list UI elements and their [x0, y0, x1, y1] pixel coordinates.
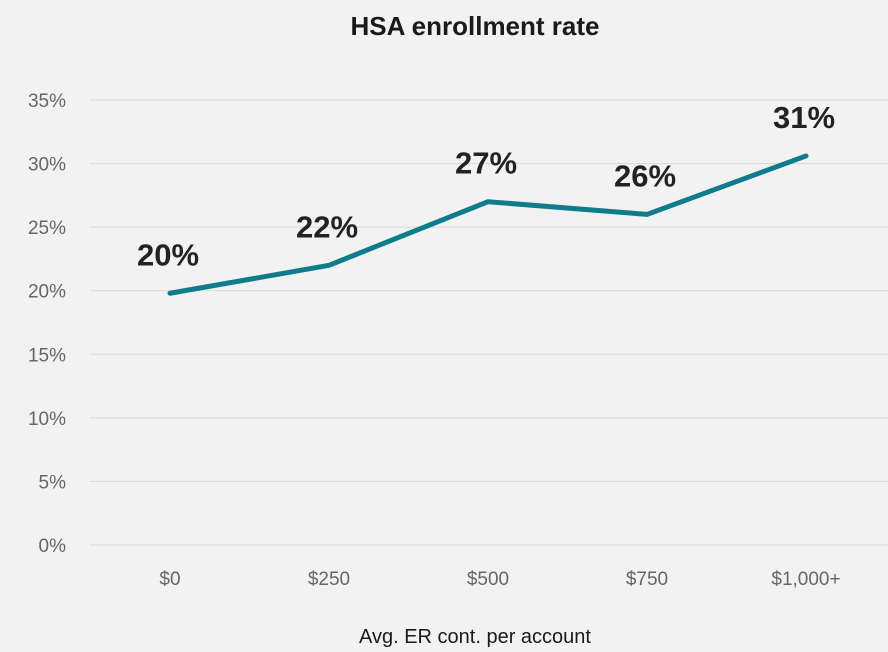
data-label: 20%: [137, 237, 199, 272]
x-tick-label: $0: [159, 569, 180, 590]
x-axis-ticks: $0 $250 $500 $750 $1,000+: [159, 569, 840, 590]
series-line: [167, 153, 809, 296]
y-tick-label: 35%: [28, 91, 66, 112]
chart-title: HSA enrollment rate: [351, 11, 600, 41]
y-axis-ticks: 0% 5% 10% 15% 20% 25% 30% 35%: [28, 91, 66, 557]
data-label: 27%: [455, 146, 517, 181]
data-label: 26%: [614, 158, 676, 193]
x-axis-label: Avg. ER cont. per account: [359, 626, 591, 648]
data-labels: 20% 22% 27% 26% 31%: [137, 100, 835, 272]
y-tick-label: 10%: [28, 409, 66, 430]
y-tick-label: 5%: [39, 472, 67, 493]
gridlines: [90, 99, 888, 546]
y-tick-label: 0%: [39, 536, 67, 557]
x-tick-label: $500: [467, 569, 509, 590]
series-layer: [167, 153, 809, 296]
x-tick-label: $750: [626, 569, 668, 590]
y-tick-label: 25%: [28, 218, 66, 239]
data-label: 22%: [296, 209, 358, 244]
x-tick-label: $250: [308, 569, 350, 590]
data-label: 31%: [773, 100, 835, 135]
y-tick-label: 20%: [28, 282, 66, 303]
x-tick-label: $1,000+: [771, 569, 840, 590]
y-tick-label: 30%: [28, 155, 66, 176]
y-tick-label: 15%: [28, 345, 66, 366]
